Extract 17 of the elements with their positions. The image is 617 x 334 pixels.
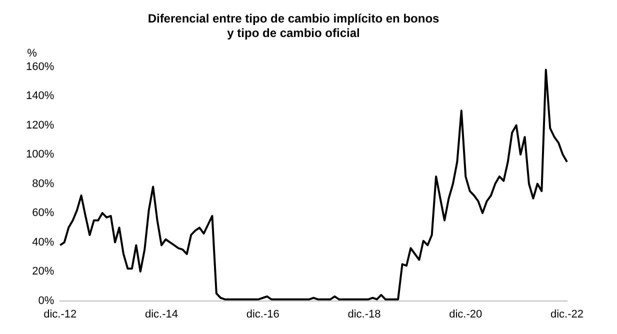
y-tick-label: 0% [38, 294, 54, 307]
x-tick-label: dic.-20 [449, 308, 482, 320]
x-tick-label: dic.-12 [44, 308, 77, 320]
chart-title: Diferencial entre tipo de cambio implícito en bonos y tipo de cambio oficial [148, 12, 440, 40]
y-tick-label: 20% [32, 266, 54, 278]
y-tick-label: 40% [32, 236, 54, 248]
y-tick-label: 120% [26, 119, 54, 132]
y-axis-title: % [27, 47, 38, 60]
x-tick-label: dic.-22 [550, 308, 584, 320]
y-tick-label: 100% [26, 148, 54, 161]
x-tick-label: dic.-14 [144, 308, 178, 320]
y-tick-label: 80% [32, 178, 54, 190]
x-tick-label: dic.-16 [246, 308, 280, 320]
y-tick-label: 160% [26, 60, 54, 73]
y-tick-label: 60% [32, 207, 54, 220]
x-tick-label: dic.-18 [348, 308, 381, 320]
y-tick-label: 140% [26, 90, 54, 102]
